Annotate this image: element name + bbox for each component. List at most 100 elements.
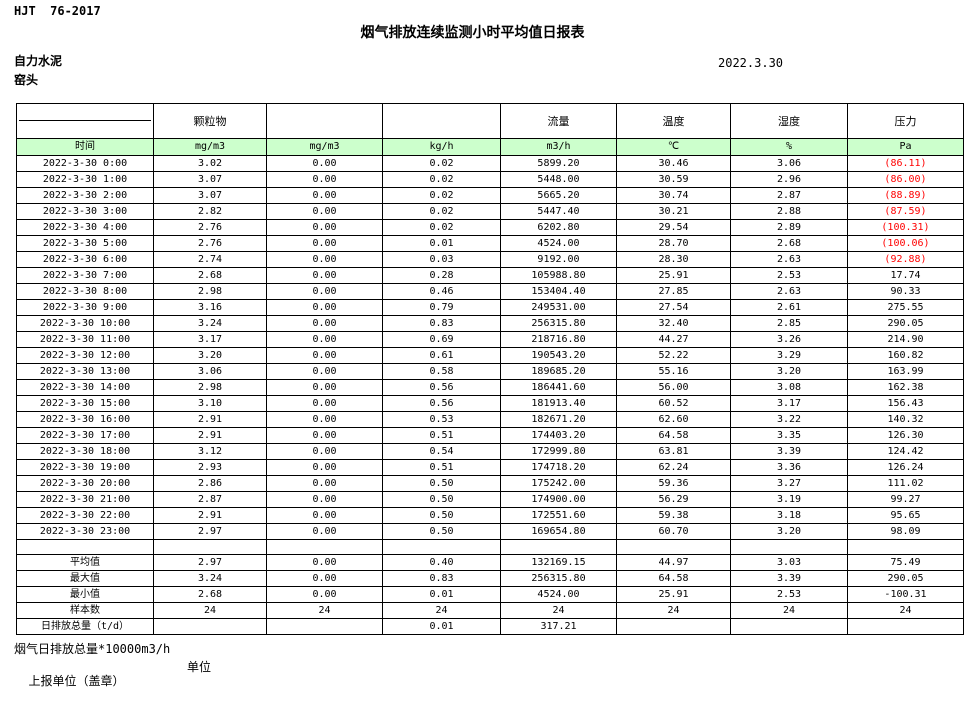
data-row-cell-7: 99.27	[847, 491, 964, 508]
data-row-cell-7: (100.06)	[847, 235, 964, 252]
data-row-cell-7: 156.43	[847, 395, 964, 412]
data-row-cell-1: 2.91	[153, 411, 267, 428]
data-row-cell-5: 28.30	[616, 251, 731, 268]
data-row-cell-4: 174900.00	[500, 491, 617, 508]
data-row-cell-4: 182671.20	[500, 411, 617, 428]
data-row-cell-1: 3.06	[153, 363, 267, 380]
data-row-cell-3: 0.50	[382, 491, 501, 508]
data-row-cell-7: (86.00)	[847, 171, 964, 188]
data-row-cell-6: 3.27	[730, 475, 848, 492]
data-row-cell-5: 60.52	[616, 395, 731, 412]
data-row-cell-1: 2.87	[153, 491, 267, 508]
data-row-cell-4: 169654.80	[500, 523, 617, 540]
data-row: 2022-3-30 16:00 2.91 0.00 0.53 182671.20 62.6…	[16, 411, 964, 428]
summary-row-cell-0: 最小值	[16, 586, 154, 603]
data-row-cell-2: 0.00	[266, 235, 383, 252]
data-row-cell-6: 3.17	[730, 395, 848, 412]
data-row-cell-6: 2.63	[730, 251, 848, 268]
data-row-cell-1: 2.97	[153, 523, 267, 540]
blank-row-cell-4	[500, 539, 617, 555]
data-row-cell-2: 0.00	[266, 491, 383, 508]
data-row-cell-5: 60.70	[616, 523, 731, 540]
data-row-cell-4: 5447.40	[500, 203, 617, 220]
data-row-cell-7: 95.65	[847, 507, 964, 524]
blank-row	[16, 539, 964, 555]
data-row-cell-7: (87.59)	[847, 203, 964, 220]
data-row-cell-5: 56.00	[616, 379, 731, 396]
data-row-cell-2: 0.00	[266, 459, 383, 476]
summary-row: 平均值 2.97 0.00 0.40 132169.15 44.97 3.03 75.49	[16, 554, 964, 571]
data-row-cell-0: 2022-3-30 18:00	[16, 443, 154, 460]
data-row-cell-6: 2.53	[730, 267, 848, 284]
data-row-cell-1: 2.82	[153, 203, 267, 220]
data-row-cell-2: 0.00	[266, 283, 383, 300]
data-row: 2022-3-30 22:00 2.91 0.00 0.50 172551.60 59.3…	[16, 507, 964, 524]
data-row-cell-6: 2.87	[730, 187, 848, 204]
data-row-cell-0: 2022-3-30 1:00	[16, 171, 154, 188]
company-name: 自力水泥	[14, 54, 63, 68]
data-row: 2022-3-30 7:00 2.68 0.00 0.28 105988.80 25.91…	[16, 267, 964, 284]
blank-row-cell-7	[847, 539, 964, 555]
summary-row-cell-5: 25.91	[616, 586, 731, 603]
data-row-cell-1: 3.12	[153, 443, 267, 460]
data-row: 2022-3-30 0:00 3.02 0.00 0.02 5899.20 30.46 3.…	[16, 155, 964, 172]
data-row-cell-4: 190543.20	[500, 347, 617, 364]
data-row-cell-4: 5448.00	[500, 171, 617, 188]
summary-row-cell-7: 24	[847, 602, 964, 619]
data-row-cell-4: 174403.20	[500, 427, 617, 444]
data-row-cell-3: 0.53	[382, 411, 501, 428]
data-row-cell-6: 3.08	[730, 379, 848, 396]
data-row-cell-7: 160.82	[847, 347, 964, 364]
data-row-cell-2: 0.00	[266, 395, 383, 412]
data-row: 2022-3-30 12:00 3.20 0.00 0.61 190543.20 52.2…	[16, 347, 964, 364]
data-row: 2022-3-30 6:00 2.74 0.00 0.03 9192.00 28.30 2.…	[16, 251, 964, 268]
summary-row-cell-5	[616, 618, 731, 635]
summary-row-cell-7: -100.31	[847, 586, 964, 603]
report-date: 2022.3.30	[718, 56, 784, 70]
data-row-cell-4: 175242.00	[500, 475, 617, 492]
data-row-cell-0: 2022-3-30 10:00	[16, 315, 154, 332]
blank-row-cell-1	[153, 539, 267, 555]
summary-row-cell-2: 0.00	[266, 554, 383, 571]
data-row-cell-0: 2022-3-30 13:00	[16, 363, 154, 380]
summary-row-cell-3: 0.01	[382, 586, 501, 603]
data-row-cell-7: (100.31)	[847, 219, 964, 236]
data-row-cell-4: 249531.00	[500, 299, 617, 316]
data-row-cell-3: 0.46	[382, 283, 501, 300]
summary-row: 最大值 3.24 0.00 0.83 256315.80 64.58 3.39 290.05	[16, 570, 964, 587]
summary-row-cell-3: 0.01	[382, 618, 501, 635]
data-row-cell-0: 2022-3-30 14:00	[16, 379, 154, 396]
summary-row-cell-1: 2.68	[153, 586, 267, 603]
data-row-cell-2: 0.00	[266, 171, 383, 188]
data-row-cell-5: 59.36	[616, 475, 731, 492]
data-row-cell-1: 2.76	[153, 219, 267, 236]
data-row-cell-0: 2022-3-30 22:00	[16, 507, 154, 524]
unit-pm2-mgm3: mg/m3	[266, 138, 383, 156]
data-row: 2022-3-30 20:00 2.86 0.00 0.50 175242.00 59.3…	[16, 475, 964, 492]
data-row-cell-5: 29.54	[616, 219, 731, 236]
data-row-cell-3: 0.50	[382, 523, 501, 540]
data-row-cell-1: 3.20	[153, 347, 267, 364]
unit-flow-m3h: m3/h	[500, 138, 617, 156]
data-row-cell-0: 2022-3-30 19:00	[16, 459, 154, 476]
summary-row-cell-7: 290.05	[847, 570, 964, 587]
data-row-cell-2: 0.00	[266, 219, 383, 236]
data-row-cell-5: 59.38	[616, 507, 731, 524]
unit-temp-c: ℃	[616, 138, 731, 156]
unit-pressure-pa: Pa	[847, 138, 964, 156]
data-row-cell-4: 9192.00	[500, 251, 617, 268]
data-row-cell-1: 2.74	[153, 251, 267, 268]
data-row-cell-6: 2.96	[730, 171, 848, 188]
data-row-cell-4: 181913.40	[500, 395, 617, 412]
group-header-pressure: 压力	[847, 103, 964, 139]
data-row-cell-0: 2022-3-30 21:00	[16, 491, 154, 508]
data-row-cell-4: 5899.20	[500, 155, 617, 172]
data-row-cell-3: 0.02	[382, 219, 501, 236]
summary-row-cell-5: 44.97	[616, 554, 731, 571]
data-row-cell-5: 30.46	[616, 155, 731, 172]
data-row-cell-3: 0.79	[382, 299, 501, 316]
data-row: 2022-3-30 5:00 2.76 0.00 0.01 4524.00 28.70 2.…	[16, 235, 964, 252]
summary-row-cell-1: 3.24	[153, 570, 267, 587]
data-row-cell-3: 0.28	[382, 267, 501, 284]
time-header-split-bottom	[19, 121, 151, 138]
